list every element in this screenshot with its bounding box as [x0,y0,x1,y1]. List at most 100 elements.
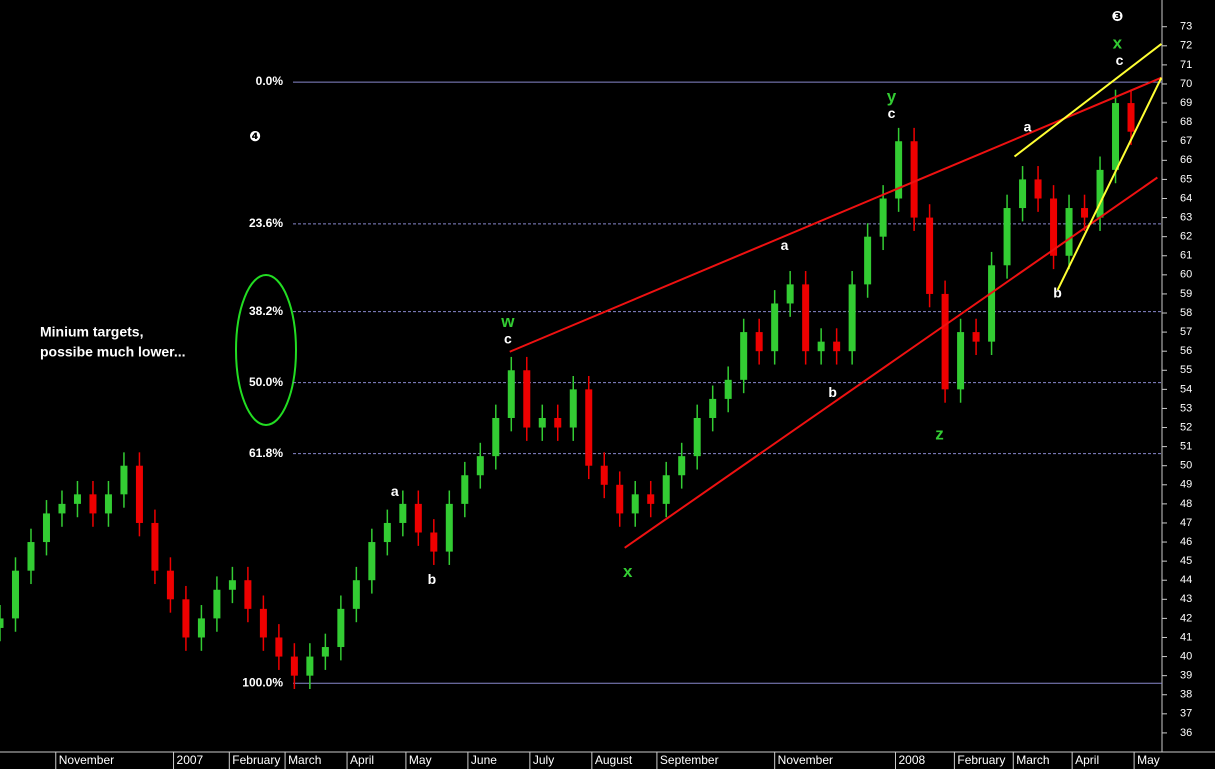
y-tick-label: 52 [1180,421,1192,433]
wave-label: a [781,237,789,253]
candle-body [910,141,918,218]
wave-label: a [1024,119,1032,135]
wave-label: x [623,562,633,581]
y-tick-label: 56 [1180,345,1192,357]
candle-body [197,618,205,638]
candle-body [1019,179,1027,209]
candle-body [941,293,949,390]
candle-body [135,465,143,523]
wave-label: b [1053,285,1062,301]
wave-label: x [1113,33,1123,52]
x-tick-label: September [660,753,719,767]
y-tick-label: 63 [1180,211,1192,223]
y-tick-label: 53 [1180,402,1192,414]
y-tick-label: 62 [1180,231,1192,243]
candle-body [926,217,934,294]
candle-body [352,580,360,609]
candle-body [399,503,407,523]
y-tick-label: 55 [1180,364,1192,376]
candle-body [709,398,717,418]
candle-body [817,341,825,352]
y-tick-label: 42 [1180,612,1192,624]
candle-body [662,475,670,504]
candle-body [120,465,128,495]
y-tick-label: 54 [1180,383,1192,395]
y-tick-label: 70 [1180,78,1192,90]
candle-body [166,570,174,600]
x-tick-label: November [59,753,114,767]
x-tick-label: November [778,753,833,767]
candle-body [0,618,4,628]
candle-body [616,484,624,514]
candle-body [89,494,97,514]
wave-label: ❹ [249,128,261,144]
candle-body [42,513,50,543]
x-tick-label: March [1016,753,1049,767]
wave-label: b [828,384,837,400]
fib-label: 0.0% [256,74,284,88]
x-tick-label: 2008 [899,753,926,767]
annotation: possibe much lower... [40,344,185,360]
candle-body [58,503,66,514]
candle-body [11,570,19,619]
y-tick-label: 60 [1180,269,1192,281]
y-tick-label: 39 [1180,670,1192,682]
y-tick-label: 68 [1180,116,1192,128]
y-tick-label: 40 [1180,650,1192,662]
candle-body [244,580,252,609]
candle-body [538,417,546,428]
candle-body [833,341,841,352]
trendline [624,176,1158,549]
y-tick-label: 61 [1180,250,1192,262]
candle-body [1050,198,1058,256]
x-tick-label: May [409,753,432,767]
candle-body [1003,208,1011,266]
candle-body [259,608,267,638]
candle-body [507,370,515,418]
candle-body [1065,208,1073,256]
candle-body [864,236,872,285]
candle-body [802,284,810,352]
y-tick-label: 59 [1180,288,1192,300]
x-tick-label: March [288,753,321,767]
candle-body [27,542,35,571]
candle-body [1112,103,1120,170]
candle-body [879,198,887,237]
y-tick-label: 41 [1180,631,1192,643]
y-tick-label: 69 [1180,97,1192,109]
annotation: Minium targets, [40,324,143,340]
wave-label: w [500,312,515,331]
x-tick-label: 2007 [177,753,204,767]
x-tick-label: February [232,753,280,767]
y-tick-label: 36 [1180,727,1192,739]
x-tick-label: July [533,753,554,767]
candle-body [895,141,903,199]
candle-body [290,656,298,676]
candle-body [569,389,577,428]
y-tick-label: 65 [1180,173,1192,185]
x-tick-label: June [471,753,497,767]
y-tick-label: 72 [1180,40,1192,52]
y-tick-label: 48 [1180,498,1192,510]
candle-body [988,265,996,342]
candle-body [771,303,779,352]
candle-body [368,542,376,581]
candle-body [321,647,329,657]
candle-body [693,417,701,457]
y-tick-label: 38 [1180,689,1192,701]
wave-label: z [935,425,944,444]
candle-body [228,580,236,590]
candle-body [600,465,608,485]
candle-body [755,332,763,352]
wave-label: ❸ [1111,8,1123,24]
x-tick-label: April [1075,753,1099,767]
y-tick-label: 57 [1180,326,1192,338]
fib-label: 23.6% [249,216,283,230]
y-tick-label: 67 [1180,135,1192,147]
trendline [509,76,1162,353]
candle-body [1127,103,1135,132]
candle-body [1034,179,1042,199]
candle-body [73,494,81,504]
x-tick-label: February [957,753,1005,767]
wave-label: c [888,105,896,121]
